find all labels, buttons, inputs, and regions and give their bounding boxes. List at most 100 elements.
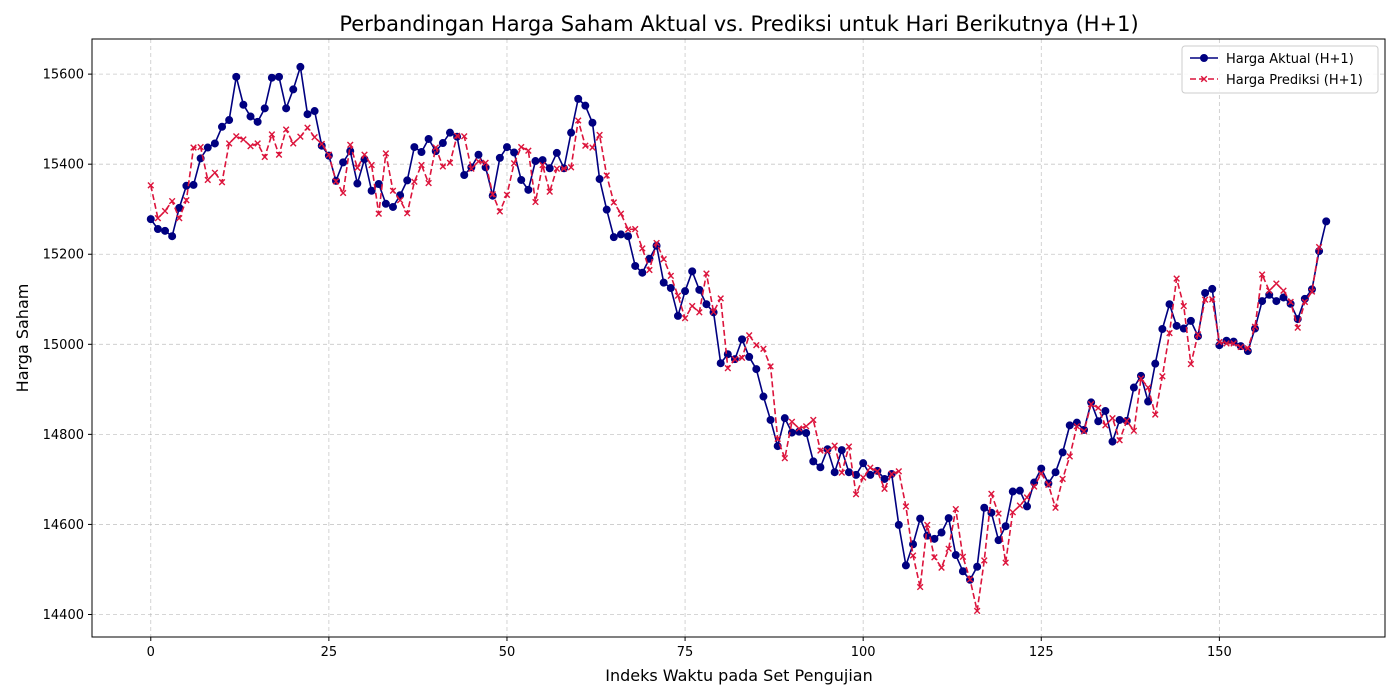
data-point-actual [388, 202, 397, 211]
data-point-predicted [1273, 280, 1280, 287]
data-point-actual [545, 164, 554, 173]
data-point-predicted [745, 332, 753, 339]
data-point-predicted [859, 474, 867, 481]
data-point-predicted [667, 272, 675, 280]
data-point-actual [1108, 437, 1117, 446]
data-point-predicted [453, 132, 461, 140]
data-point-actual [474, 150, 483, 159]
data-point-predicted [1066, 453, 1074, 460]
data-point-predicted [1052, 504, 1059, 512]
data-point-predicted [916, 583, 924, 591]
data-point-predicted [959, 553, 967, 561]
data-point-actual [239, 100, 248, 109]
data-point-actual [616, 230, 625, 239]
data-point-actual [802, 429, 811, 438]
data-point-predicted [460, 132, 468, 140]
data-point-actual [1158, 324, 1167, 333]
data-point-predicted [1180, 302, 1188, 310]
data-point-predicted [1151, 411, 1159, 418]
data-point-predicted [1287, 298, 1294, 306]
data-point-predicted [382, 150, 390, 157]
data-point-actual [524, 185, 533, 194]
data-point-actual [574, 94, 583, 103]
data-point-actual [203, 143, 212, 152]
data-point-actual [1008, 487, 1017, 496]
data-point-actual [1115, 415, 1124, 424]
data-point-predicted [1208, 295, 1216, 303]
data-point-actual [973, 562, 982, 571]
data-point-actual [310, 107, 319, 116]
data-point-predicted [767, 363, 774, 370]
data-point-predicted [980, 557, 988, 564]
data-point-actual [766, 415, 775, 424]
data-point-actual [296, 62, 305, 71]
data-point-predicted [952, 505, 960, 513]
data-point-predicted [909, 552, 917, 559]
data-point-predicted [788, 418, 796, 426]
data-point-actual [980, 503, 989, 512]
data-point-predicted [247, 142, 254, 150]
data-point-actual [588, 118, 597, 127]
data-point-predicted [1123, 417, 1131, 425]
data-point-predicted [674, 292, 682, 299]
data-point-actual [161, 226, 170, 235]
data-point-predicted [546, 188, 554, 195]
data-point-predicted [525, 147, 532, 154]
data-point-actual [246, 112, 255, 121]
data-point-actual [844, 468, 853, 477]
data-point-predicted [1265, 287, 1273, 295]
legend-marker-predicted-shape [1200, 75, 1208, 83]
data-point-predicted [610, 199, 618, 206]
legend-box [1181, 45, 1379, 94]
data-point-actual [631, 261, 640, 270]
series-line-actual [150, 66, 1328, 581]
data-point-actual [1101, 406, 1110, 415]
data-point-predicted [339, 189, 347, 197]
data-point-predicted [1244, 345, 1252, 352]
data-point-actual [303, 110, 312, 119]
data-point-predicted [931, 554, 938, 561]
data-point-actual [146, 215, 155, 224]
data-point-predicted [1159, 372, 1166, 380]
data-point-predicted [204, 176, 212, 184]
data-point-predicted [895, 467, 903, 475]
data-point-predicted [660, 255, 667, 263]
data-point-actual [1151, 359, 1160, 368]
data-point-actual [1322, 217, 1331, 226]
data-point-predicted [503, 191, 511, 199]
data-point-predicted [1301, 298, 1309, 306]
data-point-actual [495, 153, 504, 162]
data-point-actual [866, 470, 875, 479]
data-point-predicted [1087, 400, 1095, 408]
data-point-actual [1208, 284, 1217, 293]
data-point-predicted [589, 144, 596, 151]
data-point-predicted [639, 245, 646, 252]
data-point-predicted [1102, 422, 1109, 429]
data-point-predicted [147, 182, 155, 189]
data-point-actual [716, 359, 725, 368]
x-tick-label: 100 [851, 645, 876, 660]
data-point-predicted [1230, 340, 1237, 347]
data-point-predicted [902, 503, 910, 510]
data-point-predicted [289, 140, 297, 147]
data-point-actual [1065, 421, 1074, 430]
data-point-actual [381, 199, 390, 208]
data-point-predicted [346, 141, 354, 149]
data-point-predicted [1237, 343, 1245, 351]
data-point-predicted [532, 198, 539, 206]
plot-frame [91, 38, 1386, 638]
data-point-predicted [318, 140, 326, 148]
data-point-predicted [161, 207, 169, 215]
data-point-actual [438, 139, 447, 148]
data-point-predicted [560, 165, 568, 172]
data-point-predicted [774, 435, 781, 443]
data-point-predicted [567, 164, 575, 171]
data-point-predicted [1059, 475, 1066, 483]
series-layer [146, 62, 1331, 615]
data-point-actual [581, 101, 590, 110]
data-point-actual [609, 233, 618, 242]
data-point-predicted [781, 454, 789, 462]
data-point-predicted [888, 470, 895, 478]
data-point-predicted [396, 196, 404, 204]
data-point-actual [267, 73, 276, 82]
